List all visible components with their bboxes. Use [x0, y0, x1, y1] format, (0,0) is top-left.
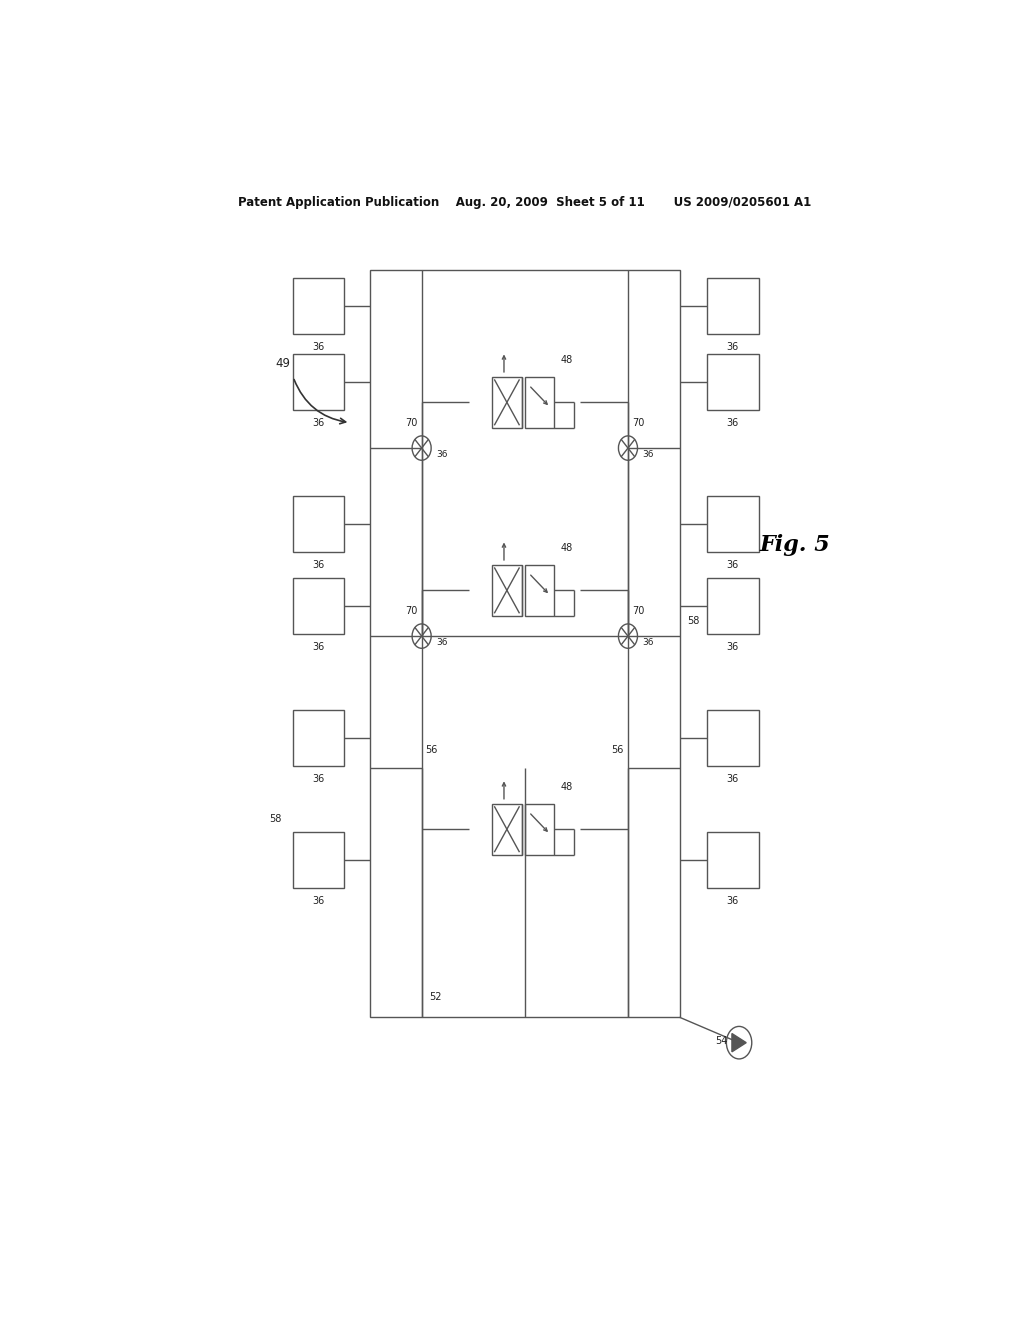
- Text: 36: 36: [642, 638, 653, 647]
- Text: 70: 70: [406, 606, 418, 615]
- Bar: [628, 271, 680, 1018]
- Text: Fig. 5: Fig. 5: [759, 533, 830, 556]
- Bar: [524, 565, 554, 616]
- Text: 56: 56: [611, 744, 624, 755]
- Bar: [707, 578, 759, 634]
- Text: 54: 54: [715, 1036, 727, 1045]
- Bar: [370, 271, 422, 1018]
- Text: 70: 70: [632, 606, 644, 615]
- Text: 36: 36: [727, 418, 739, 428]
- Text: 36: 36: [312, 642, 325, 652]
- Bar: [493, 565, 521, 616]
- Text: 58: 58: [268, 814, 282, 824]
- Text: 36: 36: [312, 561, 325, 570]
- Text: 48: 48: [560, 355, 572, 364]
- Text: 48: 48: [560, 781, 572, 792]
- Bar: [293, 277, 344, 334]
- Bar: [293, 578, 344, 634]
- Text: 36: 36: [727, 561, 739, 570]
- Bar: [707, 277, 759, 334]
- Text: Patent Application Publication    Aug. 20, 2009  Sheet 5 of 11       US 2009/020: Patent Application Publication Aug. 20, …: [239, 195, 811, 209]
- Text: 49: 49: [275, 358, 290, 370]
- Text: 36: 36: [727, 774, 739, 784]
- Text: 36: 36: [436, 450, 447, 458]
- Text: 36: 36: [312, 774, 325, 784]
- Text: 52: 52: [430, 991, 442, 1002]
- Text: 56: 56: [426, 744, 438, 755]
- Bar: [707, 354, 759, 411]
- Text: 70: 70: [406, 417, 418, 428]
- Text: 70: 70: [632, 417, 644, 428]
- Bar: [707, 832, 759, 887]
- Bar: [293, 832, 344, 887]
- Bar: [524, 804, 554, 854]
- Bar: [524, 378, 554, 428]
- Bar: [293, 496, 344, 552]
- Text: 36: 36: [727, 642, 739, 652]
- Bar: [493, 378, 521, 428]
- Bar: [493, 804, 521, 854]
- Text: 36: 36: [312, 342, 325, 352]
- Bar: [293, 710, 344, 766]
- Text: 36: 36: [727, 896, 739, 906]
- Text: 36: 36: [312, 896, 325, 906]
- Text: 36: 36: [436, 638, 447, 647]
- Bar: [707, 710, 759, 766]
- Bar: [293, 354, 344, 411]
- Text: 58: 58: [687, 616, 699, 626]
- Text: 48: 48: [560, 543, 572, 553]
- Text: 36: 36: [642, 450, 653, 458]
- Text: 36: 36: [312, 418, 325, 428]
- Polygon shape: [732, 1034, 746, 1052]
- Text: 36: 36: [727, 342, 739, 352]
- Bar: [707, 496, 759, 552]
